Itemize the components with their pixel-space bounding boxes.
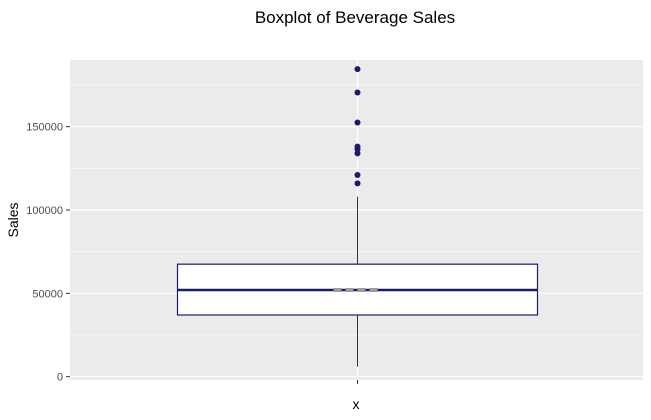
y-tick-label: 150000 [26,122,63,134]
chart-title: Boxplot of Beverage Sales [255,8,455,27]
x-axis-title: x [353,396,360,412]
y-tick-label: 100000 [26,205,63,217]
outlier-point [354,180,361,187]
minor-gridlines [70,84,643,336]
y-tick-label: 0 [57,372,63,384]
y-tick-label: 50000 [32,288,63,300]
outlier-point [354,143,361,150]
outlier-point [354,150,361,157]
outlier-point [354,66,361,73]
plot-panel [70,60,643,380]
outlier-point [354,172,361,178]
y-axis-title: Sales [5,202,21,237]
outlier-point [354,119,361,126]
y-axis: 0 50000 100000 150000 [26,122,70,384]
outlier-point [354,89,361,96]
boxplot [176,66,539,367]
